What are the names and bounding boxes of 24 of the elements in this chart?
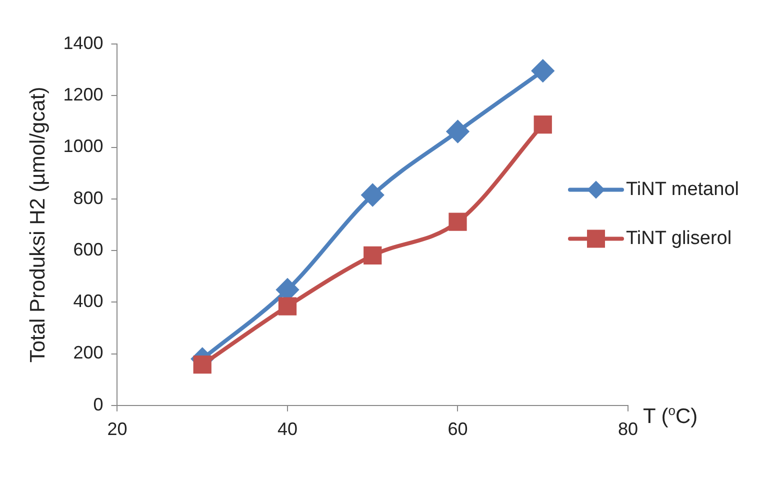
x-tick-label: 80 [618,419,638,440]
point [448,212,467,231]
legend-label: TiNT gliserol [626,228,732,249]
y-tick-label: 200 [73,342,104,363]
point [278,297,297,316]
y-tick-label: 600 [73,239,104,260]
y-tick-label: 1200 [63,84,104,105]
point [193,356,212,374]
point [364,246,382,264]
x-axis-title: T ($^{o}$C) [643,403,698,430]
point [362,184,384,206]
y-axis-title: Total Produksi H2 (µmol/gcat) [26,86,50,363]
y-tick-label: 1400 [63,32,104,53]
point [446,120,469,143]
legend-label: TiNT metanol [626,178,739,200]
y-tick-label: 0 [93,394,104,414]
x-tick-label: 60 [448,419,468,440]
y-tick-label: 800 [73,188,104,208]
point [532,60,554,82]
x-tick-label: 40 [277,419,298,440]
point [534,115,552,134]
y-tick-label: 1000 [63,136,104,156]
x-tick-label: 20 [107,419,128,440]
y-tick-label: 400 [73,291,104,312]
